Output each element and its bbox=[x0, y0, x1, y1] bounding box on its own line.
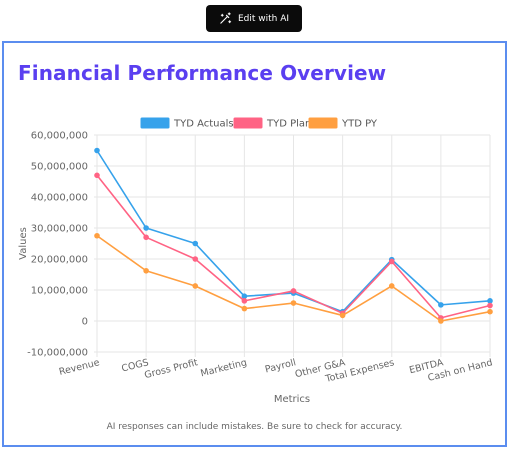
legend-label: YTD PY bbox=[341, 119, 378, 130]
data-point bbox=[438, 302, 444, 308]
data-point bbox=[143, 234, 149, 241]
legend-label: TYD Actuals bbox=[173, 119, 234, 130]
data-point bbox=[94, 172, 100, 179]
data-point bbox=[487, 308, 493, 315]
y-tick-label: 50,000,000 bbox=[31, 162, 88, 173]
legend-swatch bbox=[140, 117, 170, 129]
x-tick-label: Gross Profit bbox=[143, 357, 199, 381]
data-point bbox=[241, 298, 248, 304]
data-point bbox=[388, 283, 395, 289]
data-point bbox=[143, 225, 149, 231]
y-axis-title: Values bbox=[18, 227, 29, 260]
x-axis-title: Metrics bbox=[274, 394, 310, 405]
data-point bbox=[241, 293, 248, 299]
data-point bbox=[487, 298, 493, 304]
data-point bbox=[290, 300, 297, 306]
data-point bbox=[94, 147, 100, 154]
magic-wand-icon bbox=[219, 12, 232, 25]
y-tick-label: 30,000,000 bbox=[31, 224, 88, 235]
data-point bbox=[192, 283, 199, 289]
x-tick-label: Revenue bbox=[58, 357, 101, 378]
data-point bbox=[241, 305, 248, 312]
data-point bbox=[192, 240, 199, 247]
y-tick-label: 20,000,000 bbox=[31, 255, 88, 266]
data-point bbox=[192, 256, 199, 262]
y-tick-label: 60,000,000 bbox=[31, 131, 88, 142]
data-point bbox=[143, 267, 149, 274]
y-tick-label: 40,000,000 bbox=[31, 193, 88, 204]
chart-panel: Financial Performance Overview -10,000,0… bbox=[2, 41, 507, 447]
y-tick-label: -10,000,000 bbox=[27, 348, 88, 359]
y-tick-label: 10,000,000 bbox=[31, 286, 88, 297]
data-point bbox=[290, 288, 297, 294]
x-tick-label: Marketing bbox=[199, 357, 248, 379]
legend-label: TYD Plan bbox=[266, 119, 311, 130]
ai-disclaimer: AI responses can include mistakes. Be su… bbox=[106, 422, 403, 432]
edit-with-ai-label: Edit with AI bbox=[237, 13, 290, 24]
data-point bbox=[339, 312, 346, 319]
line-chart: -10,000,000 0 10,000,000 20,000,000 30,000,0… bbox=[18, 117, 494, 405]
x-tick-label: Payroll bbox=[264, 357, 297, 375]
data-point bbox=[487, 302, 493, 309]
data-point bbox=[94, 232, 100, 239]
legend-swatch bbox=[308, 117, 338, 129]
legend-swatch bbox=[233, 117, 263, 129]
data-point bbox=[438, 318, 444, 324]
data-point bbox=[388, 258, 395, 265]
edit-with-ai-button[interactable]: Edit with AI bbox=[206, 5, 302, 32]
panel-title: Financial Performance Overview bbox=[18, 61, 387, 85]
y-tick-label: 0 bbox=[82, 317, 88, 328]
